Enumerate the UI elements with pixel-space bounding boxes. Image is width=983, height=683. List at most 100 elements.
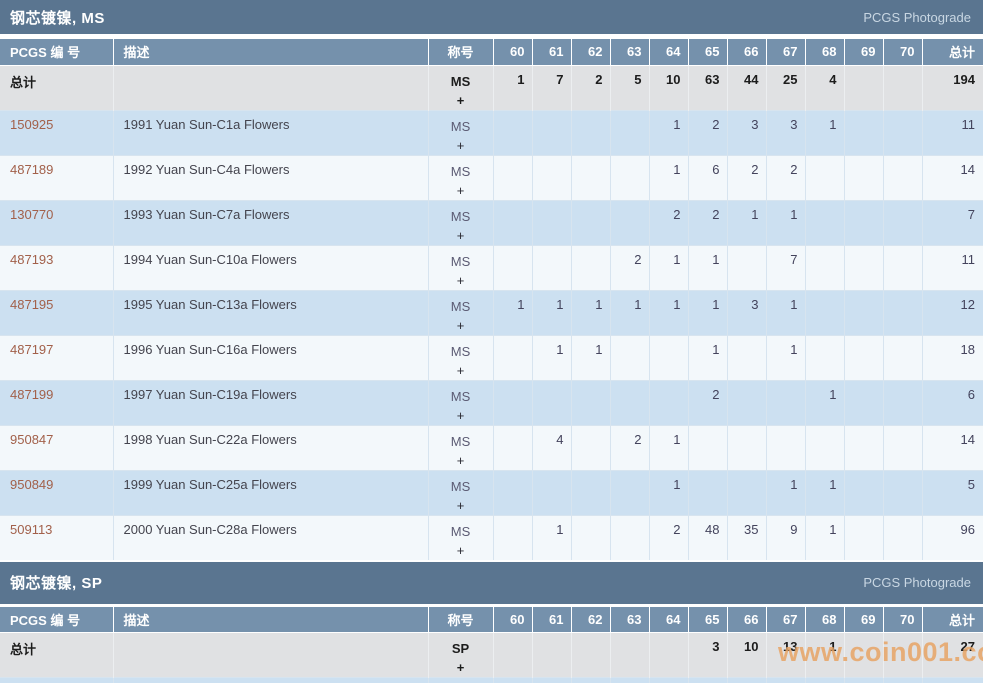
grade-count-63: 5 (609, 64, 649, 110)
photograde-link[interactable]: PCGS Photograde (863, 9, 971, 25)
grade-count-60 (492, 424, 532, 470)
grade-count-63 (609, 379, 649, 425)
table-row: 950847 1998 Yuan Sun-C22a Flowers MS +4 2 1 14 (0, 424, 983, 470)
designation-cell: MS + (427, 64, 493, 110)
pcgs-number-link[interactable]: 487197 (10, 341, 54, 357)
grade-count-70 (882, 379, 922, 425)
grade-count-67: 13 (765, 632, 805, 678)
grade-count-66: 3 (726, 109, 766, 155)
grade-count-67: 1 (765, 289, 805, 335)
column-header-row: PCGS 编 号 描述 称号 60 61 62 63 64 65 66 67 6… (0, 606, 983, 633)
col-header-grade-70: 70 (882, 606, 922, 633)
designation-cell: MS + (427, 379, 493, 425)
designation-cell: SP + (427, 632, 493, 678)
col-header-grade-63: 63 (609, 606, 649, 633)
grade-count-63: 2 (609, 424, 649, 470)
pcgs-number-cell: 487193 (0, 244, 113, 290)
coin-description (112, 64, 428, 110)
section-title: 钢芯镀镍, SP (10, 575, 103, 592)
grade-count-60 (492, 199, 532, 245)
plus-label: + (456, 227, 465, 243)
coin-description: 1997 Yuan Sun-C19a Flowers (112, 379, 428, 425)
coin-description: 1991 Yuan Sun-C1c Flowers 样币 (112, 677, 428, 683)
col-header-grade-68: 68 (804, 606, 844, 633)
col-header-pcgs-no: PCGS 编 号 (0, 606, 113, 633)
pcgs-number-link[interactable]: 130770 (10, 206, 54, 222)
grade-count-65: 1 (687, 244, 727, 290)
totals-row: 总计 MS +1 7 2 5 10 63 44 25 4 194 (0, 64, 983, 110)
grade-count-62 (570, 379, 610, 425)
designation-cell: MS + (427, 199, 493, 245)
coin-description (112, 632, 428, 678)
row-total: 12 (921, 289, 983, 335)
col-header-grade-65: 65 (687, 39, 727, 65)
grade-count-70 (882, 244, 922, 290)
pcgs-number-link[interactable]: 487199 (10, 386, 54, 402)
pcgs-number-cell: 487195 (0, 289, 113, 335)
grade-count-68: 1 (804, 469, 844, 515)
col-header-grade-60: 60 (492, 606, 532, 633)
grade-count-65: 3 (687, 677, 727, 683)
grade-count-61 (531, 244, 571, 290)
coin-description: 1991 Yuan Sun-C1a Flowers (112, 109, 428, 155)
designation-cell: MS + (427, 154, 493, 200)
grade-count-60: 1 (492, 289, 532, 335)
pcgs-number-link[interactable]: 950847 (10, 431, 54, 447)
grade-count-60 (492, 632, 532, 678)
grade-count-63 (609, 154, 649, 200)
col-header-total: 总计 (921, 39, 983, 65)
pcgs-number-link[interactable]: 487195 (10, 296, 54, 312)
grade-count-70 (882, 424, 922, 470)
coin-description: 1993 Yuan Sun-C7a Flowers (112, 199, 428, 245)
pcgs-number-link[interactable]: 487189 (10, 161, 54, 177)
col-header-grade-62: 62 (570, 606, 610, 633)
grade-count-69 (843, 289, 883, 335)
col-header-description: 描述 (112, 39, 428, 65)
plus-label: + (456, 497, 465, 513)
grade-count-66: 44 (726, 64, 766, 110)
grade-count-69 (843, 514, 883, 560)
grade-count-67: 1 (765, 469, 805, 515)
col-header-grade-69: 69 (843, 39, 883, 65)
coin-description: 1992 Yuan Sun-C4a Flowers (112, 154, 428, 200)
pcgs-number-link[interactable]: 150925 (10, 116, 54, 132)
table-row: 130770 1993 Yuan Sun-C7a Flowers MS +2 2 1 1 7 (0, 199, 983, 245)
grade-count-67 (765, 424, 805, 470)
pcgs-number-link[interactable]: 487193 (10, 251, 54, 267)
grade-count-70 (882, 514, 922, 560)
grade-count-68: 1 (804, 109, 844, 155)
grade-count-65: 63 (687, 64, 727, 110)
designation-label: MS (450, 478, 471, 494)
grade-count-68 (804, 154, 844, 200)
grade-count-67: 3 (765, 109, 805, 155)
grade-count-69 (843, 677, 883, 683)
pcgs-number-link[interactable]: 950849 (10, 476, 54, 492)
grade-count-64: 1 (648, 289, 688, 335)
grade-count-68: 1 (804, 632, 844, 678)
designation-label: MS (450, 298, 471, 314)
grade-count-67: 2 (765, 154, 805, 200)
row-total: 14 (921, 424, 983, 470)
pcgs-number-cell: 130770 (0, 199, 113, 245)
grade-count-68: 4 (804, 64, 844, 110)
col-header-total: 总计 (921, 606, 983, 633)
photograde-link[interactable]: PCGS Photograde (863, 575, 971, 590)
grade-count-68 (804, 424, 844, 470)
grade-count-61 (531, 154, 571, 200)
grade-count-62 (570, 469, 610, 515)
row-total: 27 (921, 632, 983, 678)
grade-count-60 (492, 514, 532, 560)
grade-count-65: 2 (687, 109, 727, 155)
grade-count-69 (843, 632, 883, 678)
col-header-grade-66: 66 (726, 39, 766, 65)
grade-count-65: 2 (687, 199, 727, 245)
coin-description: 2000 Yuan Sun-C28a Flowers (112, 514, 428, 560)
grade-count-63: 1 (609, 289, 649, 335)
grade-count-62: 1 (570, 334, 610, 380)
grade-count-65: 1 (687, 334, 727, 380)
grade-count-62 (570, 109, 610, 155)
grade-count-65: 6 (687, 154, 727, 200)
designation-cell: MS + (427, 289, 493, 335)
pcgs-number-cell: 950849 (0, 469, 113, 515)
pcgs-number-link[interactable]: 509113 (10, 521, 53, 537)
